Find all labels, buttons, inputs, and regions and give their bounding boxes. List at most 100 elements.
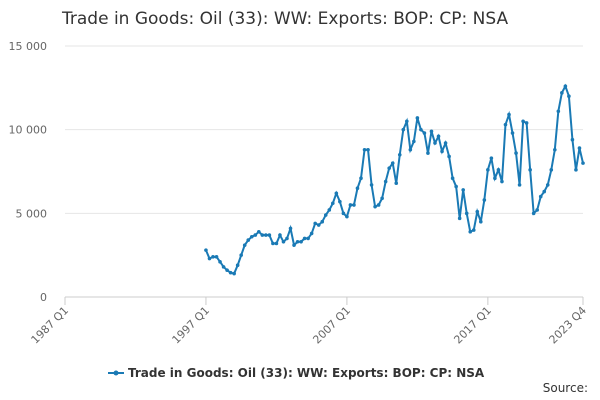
point xyxy=(278,233,282,237)
point xyxy=(493,176,497,180)
point xyxy=(507,112,511,117)
point xyxy=(380,196,384,201)
point xyxy=(376,203,381,207)
point xyxy=(348,203,353,207)
point xyxy=(362,147,367,152)
point xyxy=(264,233,268,237)
point xyxy=(271,241,275,246)
point xyxy=(450,176,455,180)
point xyxy=(517,183,522,187)
point xyxy=(433,141,437,145)
point xyxy=(542,189,547,194)
point xyxy=(475,209,480,214)
point xyxy=(288,226,293,231)
point xyxy=(338,199,342,204)
point xyxy=(503,122,508,127)
point xyxy=(464,211,469,216)
point xyxy=(295,239,300,244)
point xyxy=(486,168,490,172)
point xyxy=(390,161,395,165)
point xyxy=(443,141,448,145)
point xyxy=(369,183,374,187)
point xyxy=(457,216,462,221)
point xyxy=(510,131,515,135)
point xyxy=(500,179,504,184)
y-tick-label: 5 000 xyxy=(16,207,48,220)
point xyxy=(496,168,501,172)
point xyxy=(302,236,307,241)
point xyxy=(306,236,310,241)
point xyxy=(267,233,272,237)
point xyxy=(257,229,261,234)
point xyxy=(253,233,258,237)
point xyxy=(341,211,346,216)
point xyxy=(218,260,222,264)
x-tick-label: 2023 Q4 xyxy=(547,304,590,347)
point xyxy=(242,243,247,247)
x-tick-label: 2007 Q1 xyxy=(310,304,353,347)
point xyxy=(489,156,494,160)
point xyxy=(454,184,458,189)
chart-title: Trade in Goods: Oil (33): WW: Exports: B… xyxy=(61,9,508,29)
point xyxy=(323,213,328,217)
point xyxy=(422,131,427,135)
point xyxy=(538,194,543,199)
point xyxy=(429,129,434,134)
point xyxy=(214,255,219,259)
point xyxy=(221,265,226,269)
point xyxy=(426,151,430,155)
point xyxy=(320,219,325,224)
point xyxy=(299,239,303,244)
point xyxy=(436,134,441,139)
legend-label: Trade in Goods: Oil (33): WW: Exports: B… xyxy=(128,366,485,380)
point xyxy=(292,243,296,247)
point xyxy=(207,256,212,261)
point xyxy=(560,91,564,95)
point xyxy=(285,236,289,241)
point xyxy=(577,146,582,150)
point xyxy=(373,204,377,209)
point xyxy=(528,168,532,172)
point xyxy=(440,149,444,154)
point xyxy=(352,203,356,207)
y-tick-label: 10 000 xyxy=(9,124,48,137)
point xyxy=(567,94,571,98)
source: Source: xyxy=(543,381,588,395)
point xyxy=(334,191,339,196)
point xyxy=(281,239,286,244)
point xyxy=(366,147,370,152)
point xyxy=(345,214,349,219)
x-tick-label: 1997 Q1 xyxy=(170,304,213,347)
point xyxy=(563,84,568,88)
point xyxy=(316,223,321,227)
point xyxy=(556,109,561,114)
point xyxy=(394,181,399,186)
point xyxy=(415,116,420,120)
point xyxy=(249,234,254,239)
point xyxy=(574,168,578,172)
point xyxy=(482,198,487,202)
point xyxy=(468,229,473,234)
point xyxy=(570,137,575,142)
point xyxy=(545,183,550,187)
point xyxy=(246,238,251,242)
point xyxy=(461,188,465,192)
y-tick-label: 0 xyxy=(40,291,47,304)
x-tick-label: 2017 Q1 xyxy=(451,304,494,347)
point xyxy=(397,152,402,157)
point xyxy=(479,219,483,224)
x-tick-label: 1987 Q1 xyxy=(29,304,72,347)
point xyxy=(331,201,335,206)
point xyxy=(204,248,208,252)
point xyxy=(535,208,539,212)
point xyxy=(235,263,240,268)
point xyxy=(524,121,529,125)
point xyxy=(471,228,476,232)
legend-marker xyxy=(113,370,119,376)
point xyxy=(383,179,388,184)
point xyxy=(355,186,360,191)
point xyxy=(313,221,317,226)
point xyxy=(553,147,557,152)
point xyxy=(387,166,391,170)
